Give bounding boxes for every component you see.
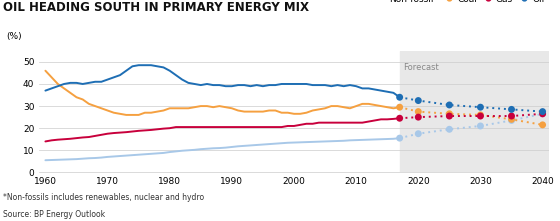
Point — [395, 136, 404, 140]
Point — [414, 132, 423, 135]
Point — [445, 128, 454, 131]
Point — [507, 108, 516, 111]
Text: OIL HEADING SOUTH IN PRIMARY ENERGY MIX: OIL HEADING SOUTH IN PRIMARY ENERGY MIX — [3, 1, 309, 14]
Point — [414, 110, 423, 113]
Point — [395, 105, 404, 109]
Point — [507, 119, 516, 122]
Point — [476, 105, 485, 109]
Point — [538, 123, 547, 127]
Point — [395, 116, 404, 120]
Point — [476, 114, 485, 118]
Text: (%): (%) — [6, 32, 22, 41]
Point — [507, 114, 516, 118]
Point — [538, 112, 547, 116]
Point — [414, 115, 423, 119]
Point — [538, 112, 547, 116]
Point — [395, 95, 404, 99]
Point — [414, 99, 423, 102]
Point — [507, 118, 516, 121]
Text: *Non-fossils includes renewables, nuclear and hydro: *Non-fossils includes renewables, nuclea… — [3, 193, 204, 202]
Bar — [400, 51, 549, 172]
Point — [538, 110, 547, 113]
Text: Forecast: Forecast — [403, 63, 438, 72]
Point — [476, 113, 485, 117]
Text: Source: BP Energy Outlook: Source: BP Energy Outlook — [3, 210, 105, 219]
Point — [476, 124, 485, 128]
Point — [445, 103, 454, 107]
Point — [445, 112, 454, 116]
Legend: Non-fossil*, Coal, Gas, Oil: Non-fossil*, Coal, Gas, Oil — [376, 0, 544, 4]
Point — [445, 114, 454, 118]
